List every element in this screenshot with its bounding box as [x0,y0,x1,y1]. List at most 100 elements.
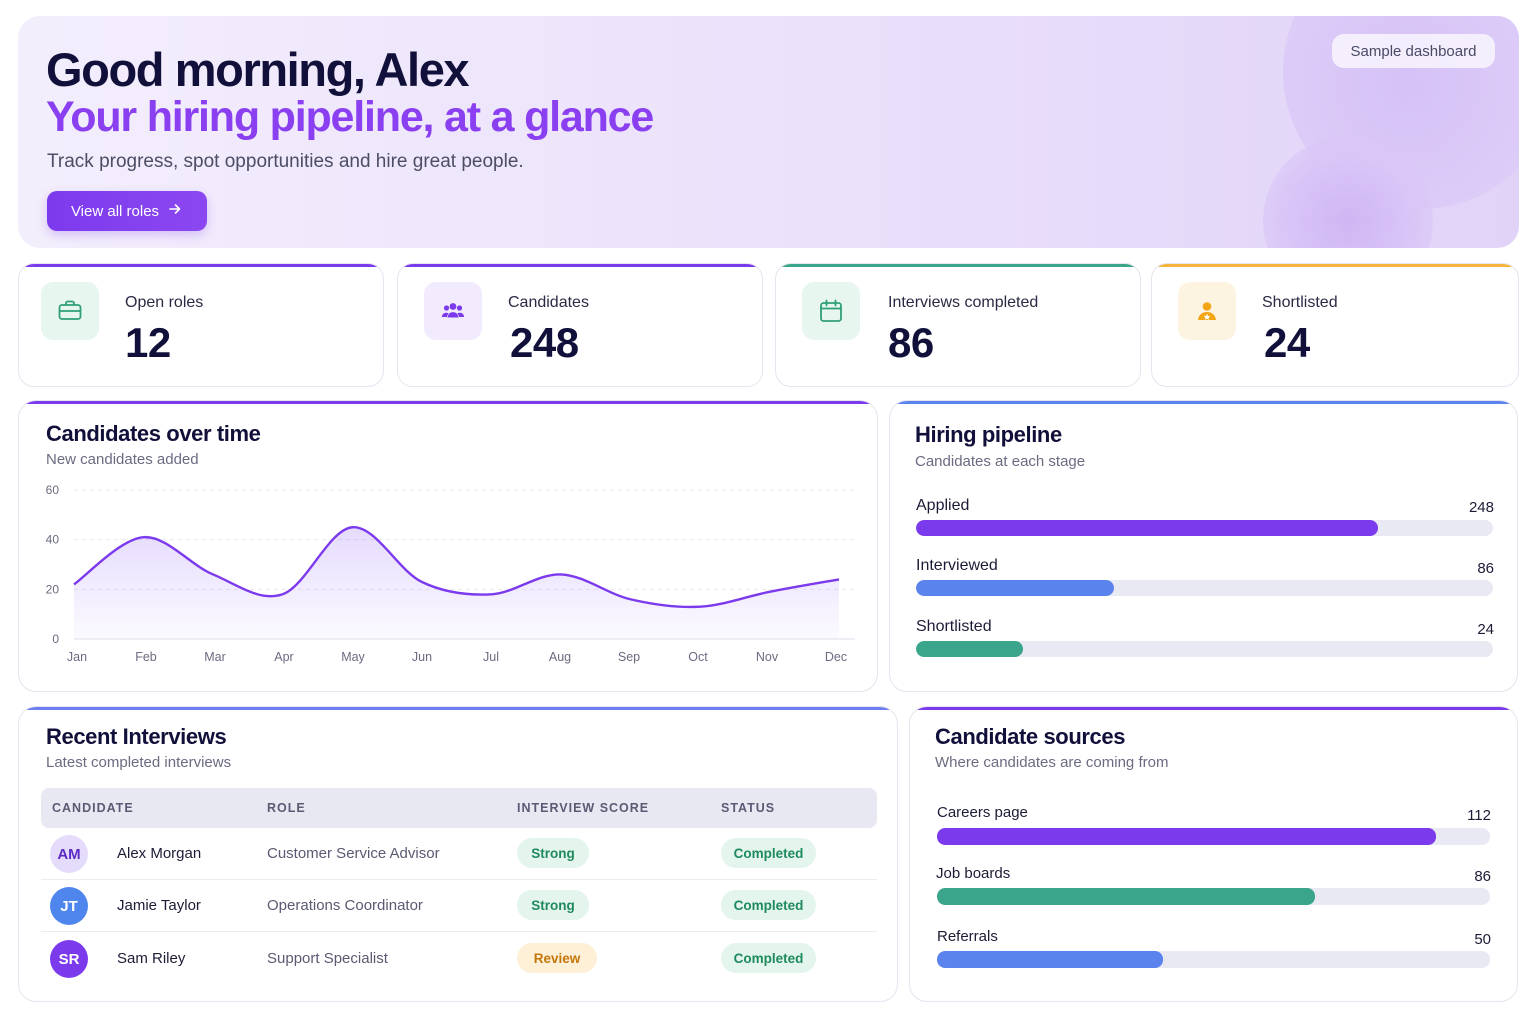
panel-title: Candidates over time [46,421,261,446]
source-bar-job-boards [937,888,1490,905]
x-tick-label: Jan [67,650,87,664]
x-tick-label: Sep [618,650,640,664]
table-row[interactable]: SR Sam Riley Support Specialist Review C… [41,933,877,985]
panel-title: Recent Interviews [46,724,227,749]
score-badge: Review [517,943,597,973]
y-tick-label: 60 [46,483,60,497]
panel-accent [19,707,897,710]
x-tick-label: Nov [756,650,779,664]
chart-series-line [73,526,840,609]
stat-card-interviews-completed[interactable]: Interviews completed 86 [775,263,1141,387]
avatar: AM [50,835,88,873]
pipeline-value-shortlisted: 24 [1477,621,1494,638]
chart-area-fill [74,527,839,639]
pipeline-bar-shortlisted [916,641,1493,657]
candidate-role: Customer Service Advisor [267,845,440,862]
card-accent [398,264,762,267]
x-tick-label: Jul [483,650,499,664]
source-bar-referrals [937,951,1490,968]
status-badge: Completed [721,890,816,920]
arrow-right-icon [167,201,183,221]
card-accent [776,264,1140,267]
panel-subtitle: Candidates at each stage [915,453,1086,470]
status-badge: Completed [721,838,816,868]
stat-card-candidates[interactable]: Candidates 248 [397,263,763,387]
pipeline-label-shortlisted: Shortlisted [916,618,992,635]
panel-accent [910,707,1517,710]
candidate-sources-panel: Candidate sources Where candidates are c… [909,706,1518,1002]
source-bar-careers-page [937,828,1490,845]
column-header-role[interactable]: ROLE [267,801,306,815]
calendar-icon [802,282,860,340]
table-header: CANDIDATE ROLE INTERVIEW SCORE STATUS [41,788,877,828]
table-row[interactable]: AM Alex Morgan Customer Service Advisor … [41,828,877,880]
panel-subtitle: Where candidates are coming from [935,754,1169,771]
candidate-name: Jamie Taylor [117,897,201,914]
source-bar-fill [937,828,1437,845]
view-all-roles-button[interactable]: View all roles [47,191,207,231]
pipeline-bar-fill [916,641,1023,657]
candidate-name: Sam Riley [117,950,186,967]
x-tick-label: Feb [135,650,157,664]
candidate-role: Support Specialist [267,950,388,967]
candidates-line-chart: 0 20 40 60 Jan Feb Mar Apr May Jun Jul Aug Sep Oct No… [46,483,855,664]
panel-subtitle: New candidates added [46,451,199,468]
source-value-careers-page: 112 [1467,807,1491,824]
hero-subtitle: Your hiring pipeline, at a glance [46,93,654,141]
x-tick-label: Mar [204,650,226,664]
status-badge: Completed [721,943,816,973]
stat-value: 86 [888,319,934,366]
source-label-job-boards: Job boards [936,865,1011,882]
column-header-status[interactable]: STATUS [721,801,776,815]
source-label-referrals: Referrals [937,928,998,945]
pipeline-label-interviewed: Interviewed [916,557,998,574]
stat-value: 12 [125,319,171,366]
stat-label: Candidates [508,294,589,311]
briefcase-icon [41,282,99,340]
stat-card-shortlisted[interactable]: Shortlisted 24 [1151,263,1519,387]
y-tick-label: 0 [52,632,59,646]
source-label-careers-page: Careers page [937,804,1028,821]
panel-accent [890,401,1517,404]
candidate-name: Alex Morgan [117,845,202,862]
stat-value: 248 [510,319,579,366]
view-all-roles-label: View all roles [70,202,160,220]
avatar: JT [50,887,88,925]
x-tick-label: Aug [549,650,571,664]
pipeline-bar-fill [916,580,1114,596]
hiring-pipeline-panel: Hiring pipeline Candidates at each stage… [889,400,1518,692]
y-tick-label: 20 [46,582,60,596]
x-tick-label: Oct [688,650,708,664]
stat-value: 24 [1264,319,1310,366]
pipeline-value-interviewed: 86 [1477,560,1494,577]
panel-subtitle: Latest completed interviews [46,754,232,771]
x-tick-label: Apr [274,650,293,664]
score-badge: Strong [517,890,589,920]
x-tick-label: Jun [412,650,432,664]
column-header-interview-score[interactable]: INTERVIEW SCORE [517,801,650,815]
column-header-candidate[interactable]: CANDIDATE [52,801,134,815]
card-accent [1152,264,1518,267]
x-tick-label: Dec [825,650,847,664]
source-value-job-boards: 86 [1474,868,1491,885]
stat-card-open-roles[interactable]: Open roles 12 [18,263,384,387]
users-icon [424,282,482,340]
panel-title: Candidate sources [935,724,1126,749]
avatar: SR [50,940,88,978]
pipeline-value-applied: 248 [1468,499,1494,516]
stat-label: Interviews completed [888,294,1039,311]
hero-banner: Good morning, Alex Your hiring pipeline,… [18,16,1519,248]
candidate-role: Operations Coordinator [267,897,423,914]
stat-label: Shortlisted [1262,294,1338,311]
score-badge: Strong [517,838,589,868]
recent-interviews-panel: Recent Interviews Latest completed inter… [18,706,898,1002]
table-row[interactable]: JT Jamie Taylor Operations Coordinator S… [41,880,877,932]
hero-description: Track progress, spot opportunities and h… [47,151,524,172]
greeting-title: Good morning, Alex [46,43,470,96]
x-tick-label: May [341,650,365,664]
user-star-icon [1178,282,1236,340]
stat-label: Open roles [125,294,204,311]
source-bar-fill [937,951,1163,968]
panel-accent [19,401,877,404]
panel-title: Hiring pipeline [915,422,1062,447]
